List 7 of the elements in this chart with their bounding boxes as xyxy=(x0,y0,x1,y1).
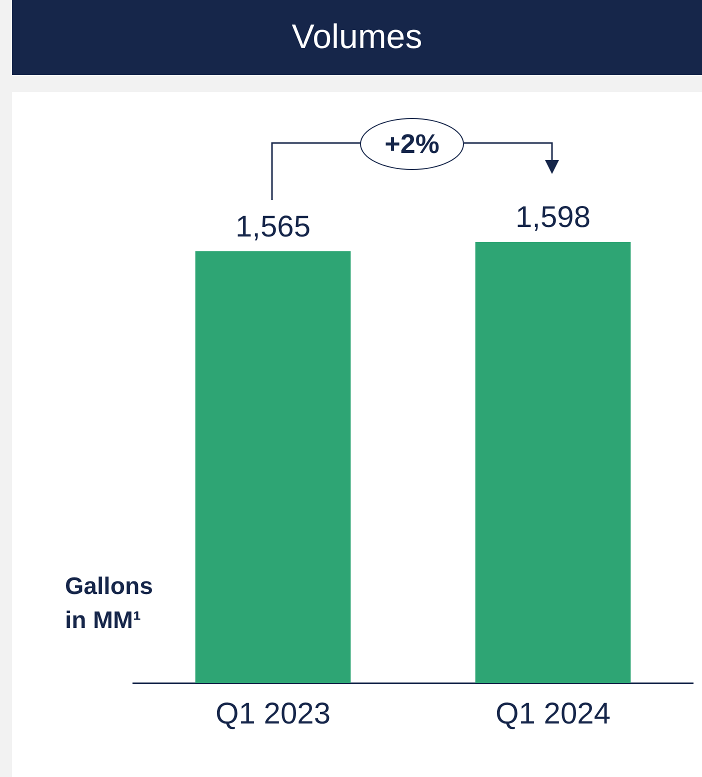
y-axis-title: Gallons in MM¹ xyxy=(65,572,154,636)
x-tick-label: Q1 2023 xyxy=(215,697,331,730)
x-tick-label: Q1 2024 xyxy=(495,697,611,730)
chart-title: Volumes xyxy=(12,0,702,75)
data-label: 1,598 xyxy=(515,201,591,234)
data-label: 1,565 xyxy=(235,210,311,244)
text: +2% xyxy=(360,118,464,170)
